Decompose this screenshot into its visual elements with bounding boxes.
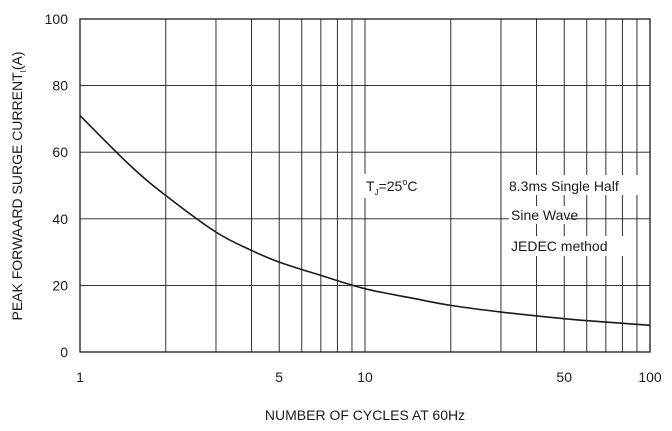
- y-axis-label: PEAK FORWAARD SURGE CURRENTI(A): [9, 51, 28, 320]
- x-axis-label: NUMBER OF CYCLES AT 60Hz: [265, 407, 465, 423]
- temp-unit: C: [407, 178, 417, 194]
- y-tick-label: 40: [52, 211, 68, 227]
- x-tick-label: 5: [275, 369, 283, 385]
- plot-frame: [79, 18, 651, 353]
- y-tick-label: 20: [52, 277, 68, 293]
- x-tick-label: 50: [556, 369, 572, 385]
- y-tick-label: 60: [52, 144, 68, 160]
- note-line1-bg: [505, 175, 641, 195]
- y-tick-label: 80: [52, 78, 68, 94]
- note-line1: 8.3ms Single Half: [509, 178, 619, 194]
- y-tick-labels: 0 20 40 60 80 100: [45, 11, 69, 360]
- temp-annotation-bg: [362, 174, 434, 198]
- y-tick-label: 0: [60, 344, 68, 360]
- note-line2-bg: [509, 206, 567, 224]
- x-tick-label: 100: [638, 369, 662, 385]
- temp-degree: o: [402, 177, 407, 187]
- y-axis-label-sub: I: [19, 70, 28, 72]
- series-line: [79, 115, 651, 327]
- note-line3: JEDEC method: [511, 238, 607, 254]
- x-tick-label: 10: [357, 369, 373, 385]
- temp-prefix: T: [366, 178, 375, 194]
- x-tick-labels: 1 5 10 50 100: [76, 369, 662, 385]
- temp-subscript: J: [375, 188, 379, 197]
- y-axis-label-unit: (A): [9, 51, 25, 70]
- y-axis-label-main: PEAK FORWAARD SURGE CURRENT: [9, 72, 25, 321]
- temp-value: =25: [379, 178, 403, 194]
- note-line3-bg: [509, 236, 623, 256]
- note-line2: Sine Wave: [511, 207, 578, 223]
- y-tick-label: 100: [45, 11, 69, 27]
- temp-annotation: TJ=25oC: [366, 177, 417, 197]
- x-tick-label: 1: [76, 369, 84, 385]
